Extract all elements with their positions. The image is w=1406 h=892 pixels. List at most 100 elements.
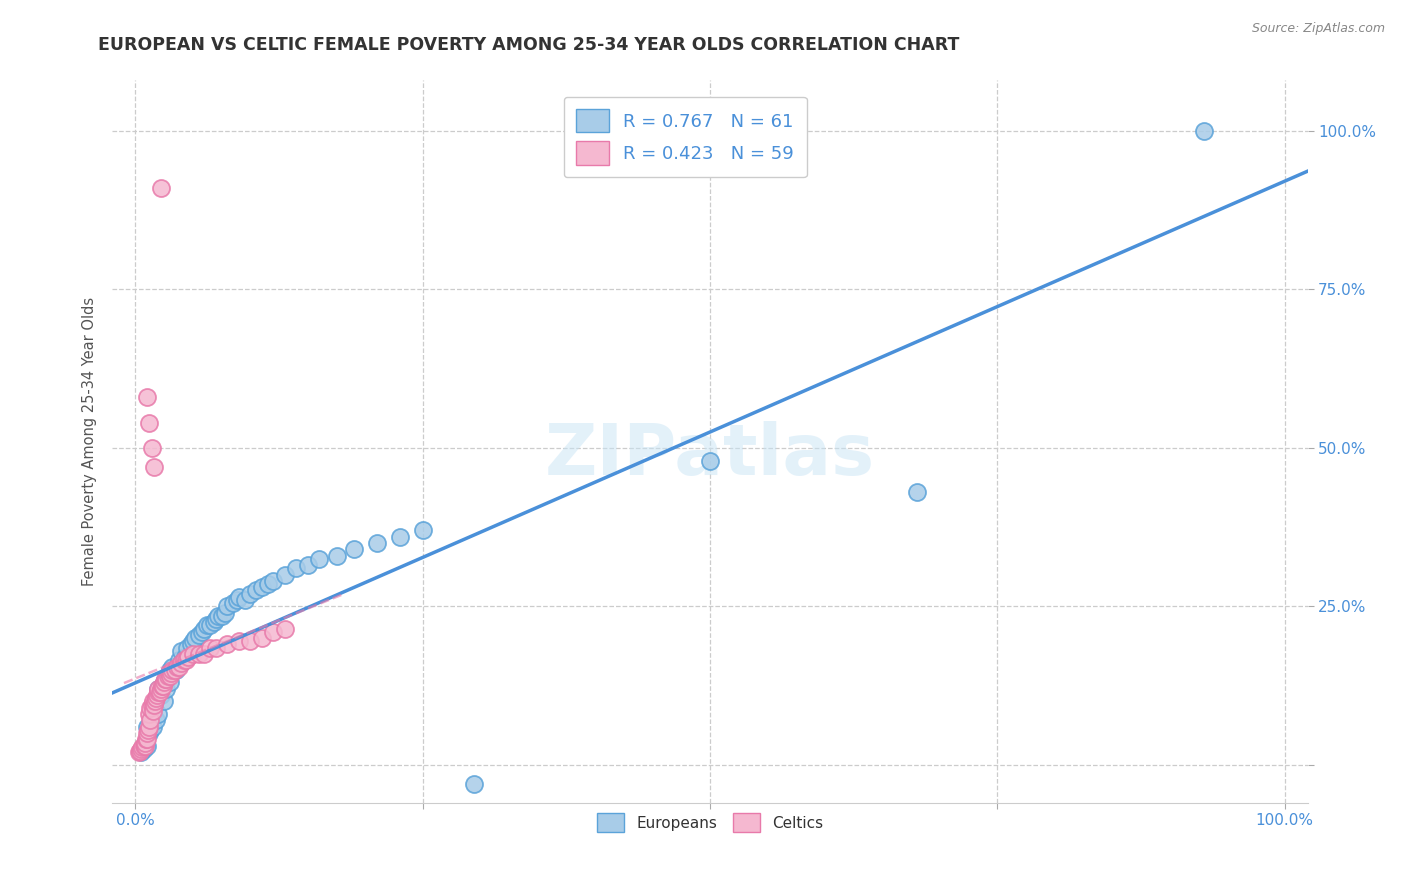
Point xyxy=(129,742,152,756)
Point xyxy=(148,681,170,696)
Point xyxy=(162,659,183,673)
Point xyxy=(214,606,236,620)
Point xyxy=(141,441,163,455)
Point xyxy=(1192,124,1215,138)
Point xyxy=(136,723,159,737)
Point xyxy=(699,453,721,467)
Point xyxy=(138,726,160,740)
Point xyxy=(145,691,167,706)
Point xyxy=(149,688,172,702)
Point xyxy=(167,659,190,673)
Point xyxy=(173,653,195,667)
Point xyxy=(163,663,186,677)
Text: EUROPEAN VS CELTIC FEMALE POVERTY AMONG 25-34 YEAR OLDS CORRELATION CHART: EUROPEAN VS CELTIC FEMALE POVERTY AMONG … xyxy=(98,36,960,54)
Point xyxy=(177,650,200,665)
Point xyxy=(366,536,388,550)
Point xyxy=(155,672,177,686)
Point xyxy=(149,181,172,195)
Point xyxy=(191,624,214,639)
Point xyxy=(132,739,155,753)
Point xyxy=(174,653,197,667)
Point xyxy=(159,663,181,677)
Point xyxy=(146,688,169,702)
Point xyxy=(262,624,284,639)
Point xyxy=(205,612,228,626)
Point xyxy=(211,608,233,623)
Point xyxy=(308,551,330,566)
Point xyxy=(159,675,181,690)
Point xyxy=(132,742,155,756)
Point xyxy=(129,745,152,759)
Point xyxy=(129,744,152,758)
Point xyxy=(217,599,239,614)
Point xyxy=(136,720,159,734)
Point xyxy=(166,659,188,673)
Point xyxy=(297,558,319,573)
Point xyxy=(285,561,308,575)
Point xyxy=(165,663,187,677)
Point xyxy=(187,647,209,661)
Legend: Europeans, Celtics: Europeans, Celtics xyxy=(591,806,830,838)
Point xyxy=(905,485,928,500)
Point xyxy=(136,732,159,747)
Point xyxy=(152,679,174,693)
Point xyxy=(139,723,162,737)
Point xyxy=(142,707,165,722)
Point xyxy=(157,665,180,680)
Point xyxy=(198,618,221,632)
Point xyxy=(142,704,165,718)
Y-axis label: Female Poverty Among 25-34 Year Olds: Female Poverty Among 25-34 Year Olds xyxy=(82,297,97,586)
Text: ZIPatlas: ZIPatlas xyxy=(546,422,875,491)
Point xyxy=(170,643,193,657)
Point xyxy=(138,707,160,722)
Point xyxy=(388,530,411,544)
Point xyxy=(148,707,170,722)
Point xyxy=(141,698,163,712)
Point xyxy=(412,523,434,537)
Point xyxy=(167,653,190,667)
Point xyxy=(162,663,183,677)
Point xyxy=(193,622,215,636)
Point xyxy=(149,681,172,696)
Point xyxy=(159,669,181,683)
Point xyxy=(217,637,239,651)
Point xyxy=(262,574,284,588)
Point xyxy=(195,618,218,632)
Point xyxy=(149,685,172,699)
Point xyxy=(142,698,165,712)
Point xyxy=(228,590,250,604)
Point xyxy=(343,542,366,557)
Point xyxy=(225,593,247,607)
Point xyxy=(325,549,347,563)
Point xyxy=(143,694,166,708)
Point xyxy=(138,416,160,430)
Point xyxy=(136,390,159,404)
Point xyxy=(274,567,297,582)
Point xyxy=(181,634,204,648)
Point xyxy=(198,640,221,655)
Point xyxy=(155,672,177,686)
Point xyxy=(138,720,160,734)
Point xyxy=(181,647,204,661)
Point xyxy=(176,640,198,655)
Point xyxy=(153,694,176,708)
Point xyxy=(187,628,209,642)
Point xyxy=(193,647,215,661)
Point xyxy=(173,650,195,665)
Point xyxy=(222,596,245,610)
Point xyxy=(142,720,165,734)
Point xyxy=(139,700,162,714)
Point xyxy=(463,777,485,791)
Point xyxy=(135,732,157,747)
Point xyxy=(239,587,262,601)
Point xyxy=(153,675,176,690)
Point xyxy=(256,577,278,591)
Point xyxy=(202,615,225,630)
Point xyxy=(139,714,162,728)
Point xyxy=(180,637,202,651)
Point xyxy=(153,675,176,690)
Point xyxy=(145,714,167,728)
Point xyxy=(250,631,273,645)
Point xyxy=(245,583,267,598)
Point xyxy=(207,608,229,623)
